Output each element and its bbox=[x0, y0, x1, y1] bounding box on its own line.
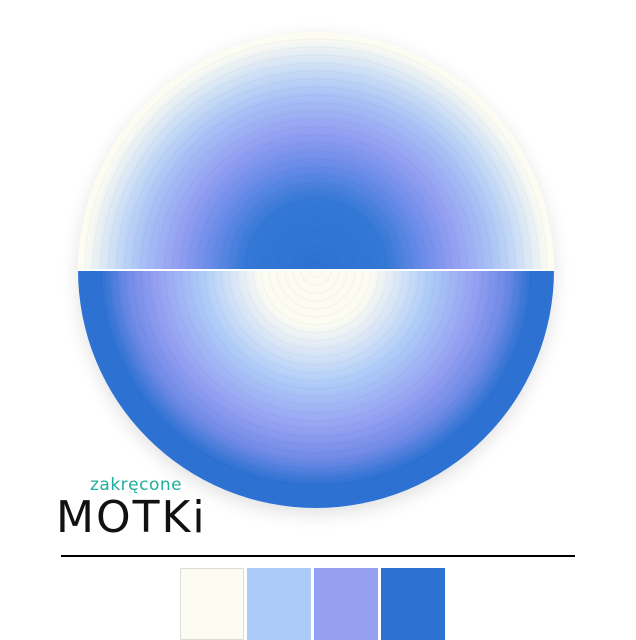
color-palette bbox=[180, 568, 445, 640]
divider bbox=[61, 555, 575, 557]
color-swatch bbox=[314, 568, 378, 640]
yarn-cake-bottom-half bbox=[78, 270, 554, 508]
brand-logo: zakręcone MOTKi bbox=[56, 476, 226, 542]
yarn-cake-image bbox=[78, 32, 554, 508]
logo-name: MOTKi bbox=[56, 492, 207, 543]
logo-subtitle: zakręcone bbox=[90, 475, 183, 495]
color-swatch bbox=[180, 568, 244, 640]
yarn-cake-seam bbox=[78, 269, 554, 271]
yarn-cake-top-half bbox=[78, 32, 554, 270]
color-swatch bbox=[247, 568, 311, 640]
color-swatch bbox=[381, 568, 445, 640]
